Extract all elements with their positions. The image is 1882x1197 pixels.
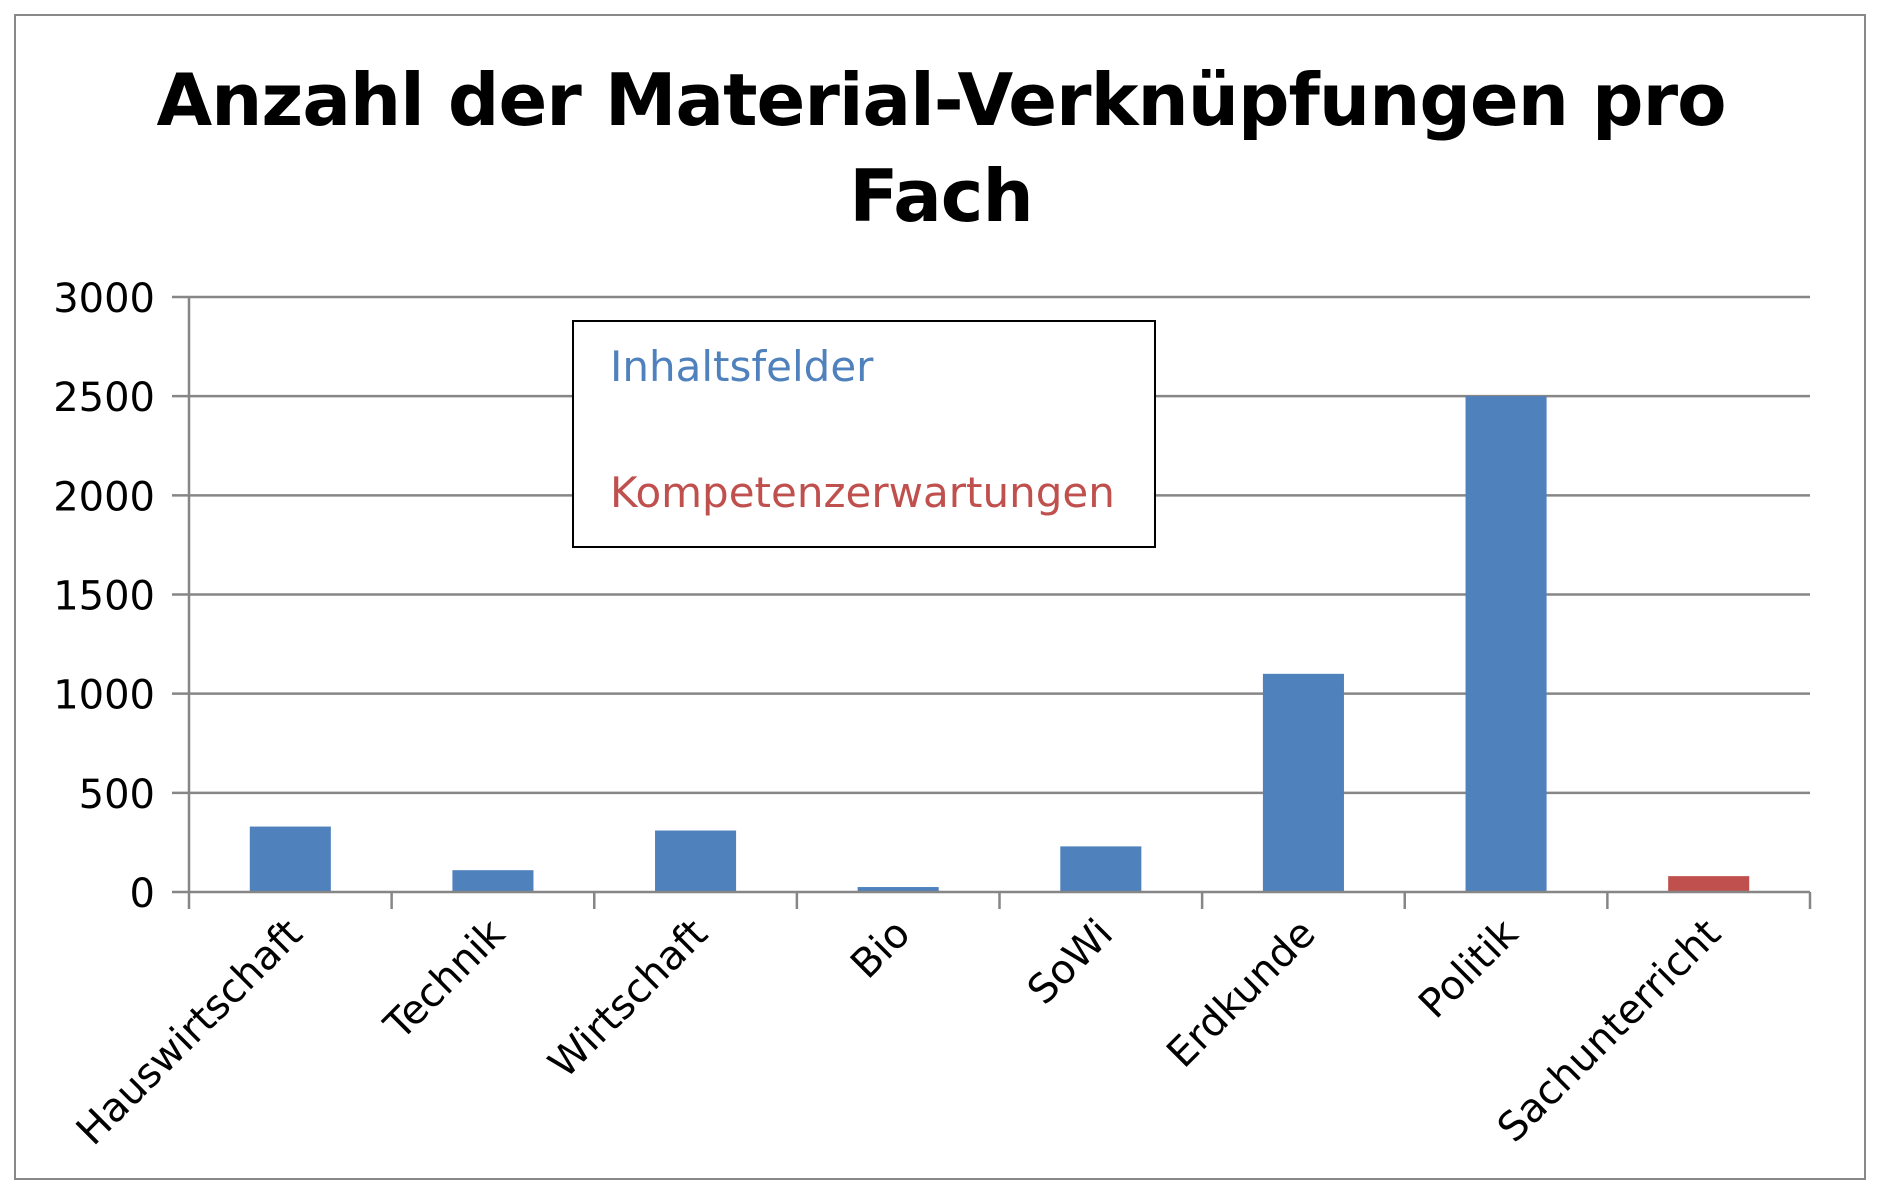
x-tick-label-technik: Technik	[375, 910, 514, 1049]
y-tick-label: 500	[79, 772, 155, 818]
chart-title-line-2: Fach	[849, 154, 1034, 238]
chart-title-line-1: Anzahl der Material-Verknüpfungen pro	[156, 58, 1726, 142]
y-tick-label: 3000	[53, 276, 155, 322]
y-tick-labels: 0 500 1000 1500 2000 2500 3000	[53, 276, 155, 917]
axes	[172, 295, 1812, 909]
legend-item-inhaltsfelder: Inhaltsfelder	[610, 342, 874, 391]
x-tick-label-politik: Politik	[1410, 910, 1528, 1028]
bar-wirtschaft	[655, 830, 737, 892]
y-tick-label: 1000	[53, 673, 155, 719]
y-tick-label: 2000	[53, 474, 155, 520]
chart-title: Anzahl der Material-Verknüpfungen pro Fa…	[0, 52, 1882, 244]
bar-sowi	[1060, 846, 1142, 892]
bar-bio	[857, 887, 939, 892]
x-tick-label-sachunterricht: Sachunterricht	[1489, 911, 1730, 1152]
y-tick-label: 0	[130, 871, 155, 917]
x-tick-labels: Hauswirtschaft Technik Wirtschaft Bio SoWi Er…	[68, 910, 1730, 1154]
x-tick-label-erdkunde: Erdkunde	[1158, 911, 1324, 1077]
x-tick-label-sowi: SoWi	[1019, 911, 1122, 1014]
x-tick-label-wirtschaft: Wirtschaft	[540, 911, 717, 1088]
x-tick-label-bio: Bio	[842, 911, 919, 988]
bar-technik	[452, 870, 534, 892]
legend-item-kompetenzerwartungen: Kompetenzerwartungen	[610, 468, 1115, 517]
chart-frame	[14, 14, 1866, 1180]
bar-politik	[1465, 396, 1547, 892]
legend: Inhaltsfelder Kompetenzerwartungen	[572, 320, 1156, 548]
y-tick-label: 1500	[53, 574, 155, 620]
bar-erdkunde	[1262, 673, 1344, 892]
bar-sachunterricht	[1668, 876, 1750, 892]
bar-hauswirtschaft	[249, 826, 331, 892]
y-tick-label: 2500	[53, 375, 155, 421]
bars	[249, 396, 1750, 892]
x-tick-label-hauswirtschaft: Hauswirtschaft	[68, 911, 312, 1155]
